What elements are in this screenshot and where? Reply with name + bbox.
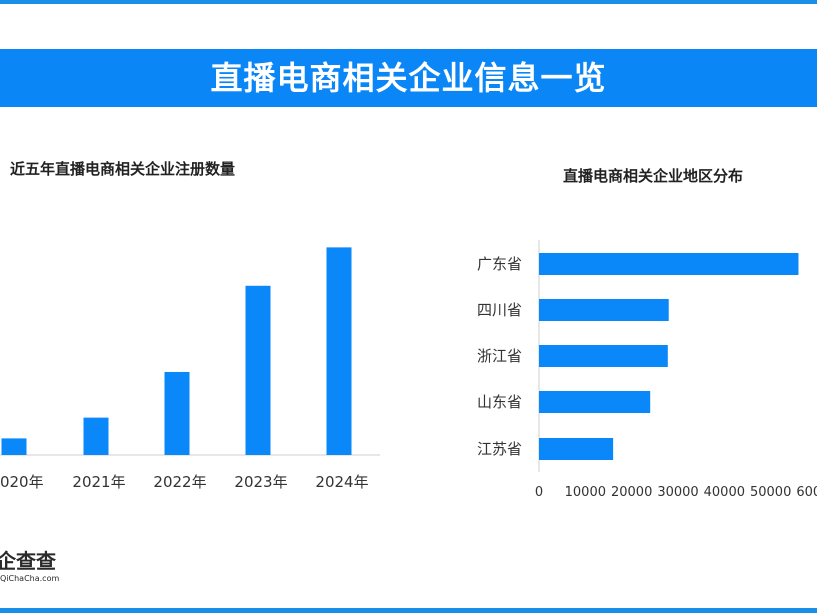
region-y-tick: 浙江省 — [477, 347, 522, 365]
registration-x-tick: 2022年 — [153, 473, 206, 491]
watermark-logo: 企查查 — [0, 549, 56, 573]
registration-x-tick: 2023年 — [234, 473, 287, 491]
registration-bar — [164, 371, 190, 455]
region-y-tick: 广东省 — [477, 255, 522, 273]
region-x-tick: 30000 — [657, 485, 698, 500]
region-x-tick: 40000 — [704, 485, 745, 500]
registration-bar — [245, 285, 271, 455]
region-chart-title: 直播电商相关企业地区分布 — [563, 167, 744, 185]
registration-chart-title: 近五年直播电商相关企业注册数量 — [10, 160, 236, 178]
registration-x-tick: 2020年 — [0, 473, 44, 491]
region-y-tick: 江苏省 — [477, 440, 522, 458]
registration-bar — [326, 247, 352, 455]
registration-x-tick: 2021年 — [72, 473, 125, 491]
region-x-tick: 60000 — [796, 485, 817, 500]
watermark-url: QiChaCha.com — [0, 574, 60, 583]
bottom-rule — [0, 608, 817, 613]
region-bar — [539, 391, 651, 413]
region-x-tick: 0 — [535, 485, 543, 500]
top-rule — [0, 0, 817, 4]
region-y-tick: 四川省 — [477, 301, 522, 319]
region-bar — [539, 299, 669, 321]
region-bar — [539, 438, 614, 460]
region-y-tick: 山东省 — [477, 393, 522, 411]
region-x-tick: 50000 — [750, 485, 791, 500]
region-x-tick: 10000 — [565, 485, 606, 500]
region-bar — [539, 253, 799, 275]
registration-bar — [83, 417, 109, 455]
region-x-tick: 20000 — [611, 485, 652, 500]
registration-x-tick: 2024年 — [315, 473, 368, 491]
registration-bar — [1, 438, 27, 455]
region-bar — [539, 345, 668, 367]
page-title: 直播电商相关企业信息一览 — [0, 49, 817, 107]
